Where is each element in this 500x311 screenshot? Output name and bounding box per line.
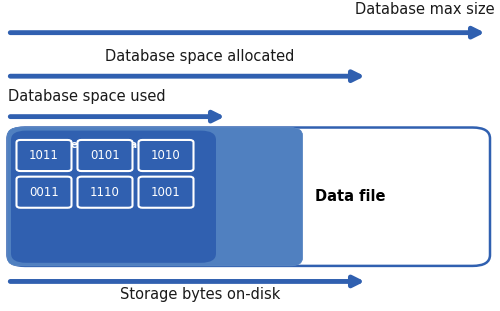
- FancyBboxPatch shape: [138, 177, 194, 208]
- Text: Data file: Data file: [315, 189, 385, 204]
- Text: 1011: 1011: [29, 149, 59, 162]
- Text: 0011: 0011: [29, 186, 59, 199]
- Text: 1010: 1010: [151, 149, 181, 162]
- Text: 0101: 0101: [90, 149, 120, 162]
- FancyBboxPatch shape: [78, 177, 132, 208]
- Text: Database space allocated: Database space allocated: [106, 49, 294, 64]
- FancyBboxPatch shape: [11, 131, 216, 263]
- Text: Used data pages: Used data pages: [56, 140, 160, 150]
- FancyBboxPatch shape: [8, 128, 490, 266]
- FancyBboxPatch shape: [16, 140, 72, 171]
- Text: 1001: 1001: [151, 186, 181, 199]
- FancyBboxPatch shape: [16, 177, 72, 208]
- Text: Database max size: Database max size: [356, 2, 495, 17]
- FancyBboxPatch shape: [78, 140, 132, 171]
- FancyBboxPatch shape: [8, 128, 302, 266]
- Text: Database space used: Database space used: [8, 89, 165, 104]
- FancyBboxPatch shape: [138, 140, 194, 171]
- Text: Storage bytes on-disk: Storage bytes on-disk: [120, 287, 280, 302]
- Text: 1110: 1110: [90, 186, 120, 199]
